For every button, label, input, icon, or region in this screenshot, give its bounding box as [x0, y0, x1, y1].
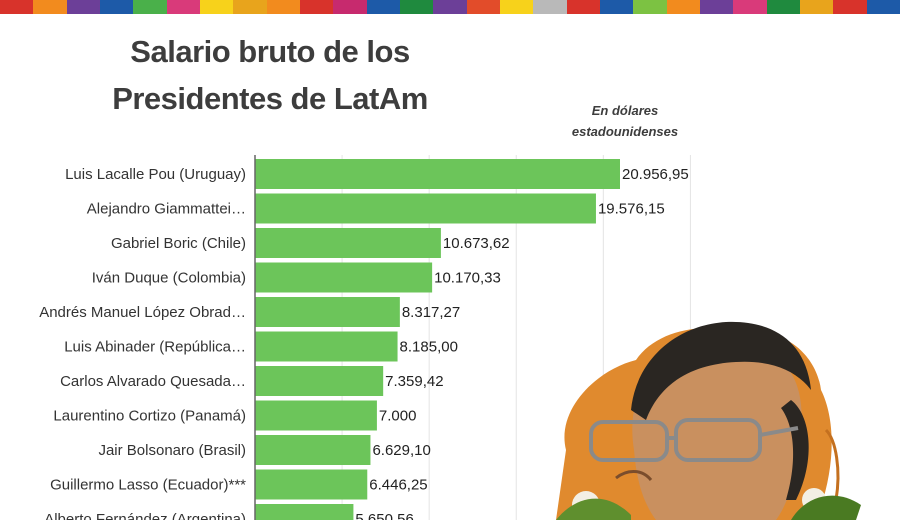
value-label: 10.170,33: [434, 270, 501, 287]
stripe-segment: [766, 0, 800, 14]
value-label: 20.956,95: [622, 166, 689, 183]
value-label: 6.446,25: [369, 477, 427, 494]
bar: [255, 193, 596, 224]
stripe-segment: [799, 0, 834, 14]
category-label: Luis Lacalle Pou (Uruguay): [65, 166, 246, 183]
value-label: 10.673,62: [443, 235, 510, 252]
category-label: Andrés Manuel López Obrad…: [39, 304, 246, 321]
value-label: 7.000: [379, 408, 417, 425]
leaf-icon: [556, 498, 631, 520]
bar: [255, 297, 400, 327]
bars: [255, 159, 620, 520]
value-label: 19.576,15: [598, 201, 665, 218]
chart-title-line-2: Presidentes de LatAm: [112, 81, 428, 116]
color-stripe-banner: [0, 0, 900, 14]
bar: [255, 331, 398, 362]
portrait-side-hair: [781, 400, 809, 500]
category-label: Laurentino Cortizo (Panamá): [53, 408, 246, 425]
unit-note-line-2: estadounidenses: [571, 124, 679, 139]
value-label: 6.629,10: [372, 442, 430, 459]
stripe-segment: [633, 0, 667, 14]
unit-note: En dólares estadounidenses: [555, 100, 695, 142]
bar: [255, 262, 433, 293]
stripe-segment: [66, 0, 100, 14]
chart-title-line-1: Salario bruto de los: [130, 34, 410, 69]
bar: [255, 435, 371, 465]
stripe-segment: [533, 0, 567, 14]
stripe-segment: [866, 0, 900, 14]
leaf-icon: [791, 495, 861, 520]
stripe-segment: [299, 0, 334, 14]
portrait-background-ripple: [824, 428, 840, 501]
stripe-segment: [699, 0, 734, 14]
bar: [255, 159, 620, 189]
stripe-segment: [266, 0, 300, 14]
stripe-segment: [566, 0, 600, 14]
glasses-arm: [759, 426, 799, 437]
stripe-segment: [666, 0, 700, 14]
value-labels: 20.956,95 19.576,15 10.673,62 10.170,33 8.31…: [355, 166, 688, 520]
flower-garland: [556, 488, 861, 520]
glasses-left-lens: [589, 420, 669, 462]
stripe-segment: [433, 0, 467, 14]
bar: [255, 469, 368, 500]
stripe-segment: [499, 0, 534, 14]
stripe-segment: [0, 0, 34, 14]
unit-note-line-1: En dólares: [591, 103, 659, 118]
stripe-segment: [233, 0, 267, 14]
stripe-segment: [166, 0, 200, 14]
stripe-segment: [333, 0, 367, 14]
bar: [255, 400, 377, 431]
stripe-segment: [466, 0, 500, 14]
portrait-hair: [631, 321, 811, 420]
value-label: 5.650,56: [355, 511, 413, 520]
portrait-mouth: [615, 470, 653, 482]
stripe-segment: [366, 0, 400, 14]
stripe-segment: [399, 0, 434, 14]
stripe-segment: [199, 0, 234, 14]
stripe-segment: [833, 0, 867, 14]
category-label: Alberto Fernández (Argentina): [44, 511, 246, 520]
category-label: Carlos Alvarado Quesada…: [60, 373, 246, 390]
bar: [255, 228, 441, 258]
portrait-face: [632, 340, 802, 520]
stripe-segment: [599, 0, 634, 14]
value-label: 7.359,42: [385, 373, 443, 390]
president-portrait-illustration: [556, 321, 861, 520]
chart-title: Salario bruto de los Presidentes de LatA…: [60, 28, 480, 122]
stripe-segment: [99, 0, 134, 14]
bar: [255, 366, 384, 396]
category-label: Luis Abinader (República…: [64, 339, 246, 356]
category-label: Guillermo Lasso (Ecuador)***: [50, 477, 246, 494]
category-label: Gabriel Boric (Chile): [111, 235, 246, 252]
value-label: 8.185,00: [400, 339, 458, 356]
category-label: Jair Bolsonaro (Brasil): [98, 442, 246, 459]
value-label: 8.317,27: [402, 304, 460, 321]
bar: [255, 504, 354, 520]
stripe-segment: [733, 0, 767, 14]
category-label: Iván Duque (Colombia): [92, 270, 246, 287]
category-labels: Luis Lacalle Pou (Uruguay) Alejandro Giam…: [39, 166, 246, 520]
stripe-segment: [33, 0, 67, 14]
stripe-segment: [133, 0, 167, 14]
category-label: Alejandro Giammattei…: [87, 201, 246, 218]
